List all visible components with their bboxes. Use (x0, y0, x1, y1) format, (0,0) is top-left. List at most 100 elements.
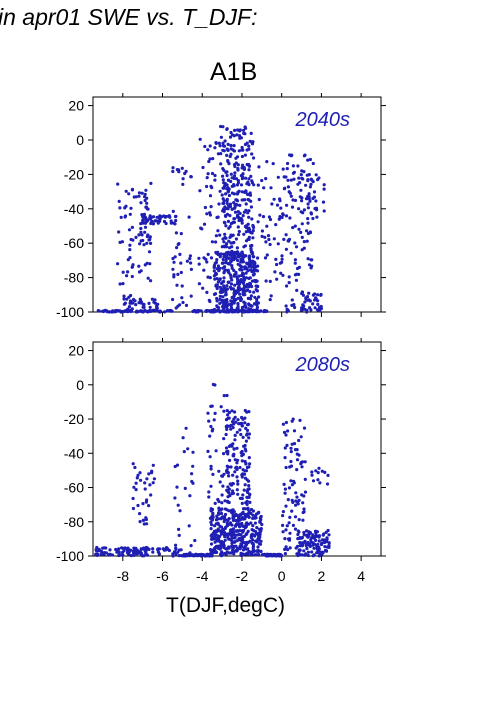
data-point (305, 229, 309, 233)
data-point (234, 420, 238, 424)
data-point (236, 289, 240, 294)
data-point (289, 178, 293, 182)
data-point (242, 524, 246, 529)
data-point (296, 532, 300, 537)
data-point (142, 305, 146, 309)
data-point (214, 240, 218, 244)
data-point (238, 129, 242, 133)
data-point (209, 527, 213, 531)
data-point (306, 196, 310, 200)
data-point (222, 452, 226, 456)
data-point (127, 192, 131, 196)
data-point (130, 187, 135, 191)
data-point (244, 309, 249, 313)
data-point (253, 295, 257, 299)
data-point (239, 513, 243, 517)
data-point (233, 410, 237, 414)
data-point (216, 264, 220, 268)
data-point (241, 435, 245, 439)
data-point (221, 167, 225, 171)
data-point (245, 465, 249, 470)
data-point (225, 464, 229, 468)
data-point (232, 454, 236, 458)
data-point (255, 269, 260, 273)
data-point (236, 458, 240, 462)
data-point (232, 217, 237, 221)
x-tick-label: -2 (236, 568, 249, 584)
data-point (210, 537, 215, 541)
data-point (257, 165, 261, 169)
data-point (245, 226, 249, 230)
data-point (236, 418, 240, 422)
data-point (232, 192, 236, 196)
data-point (224, 446, 229, 450)
data-point (142, 243, 146, 247)
data-point (214, 283, 218, 287)
data-point (310, 470, 314, 474)
data-point (253, 521, 257, 525)
data-point (202, 268, 206, 272)
data-point (218, 480, 222, 484)
data-point (175, 168, 179, 172)
data-point (229, 286, 233, 290)
data-point (121, 270, 125, 274)
data-point (132, 549, 136, 553)
data-point (153, 298, 157, 302)
data-point (232, 298, 236, 303)
data-point (145, 201, 149, 205)
data-point (256, 264, 260, 268)
data-point (227, 193, 231, 198)
data-point (128, 243, 132, 247)
data-point (293, 515, 298, 519)
data-point (142, 302, 146, 307)
data-point (212, 274, 216, 278)
data-point (240, 473, 244, 477)
data-point (284, 304, 288, 308)
data-point (147, 504, 151, 508)
data-point (297, 530, 301, 534)
data-point (210, 518, 214, 522)
data-point (229, 303, 233, 307)
data-point (299, 460, 303, 465)
data-point (245, 192, 250, 196)
data-point (238, 264, 242, 268)
data-point (225, 393, 229, 398)
data-point (214, 271, 218, 275)
data-point (237, 149, 241, 153)
data-point (313, 292, 317, 296)
data-point (238, 134, 242, 138)
data-point (208, 211, 212, 215)
data-point (191, 464, 195, 468)
data-point (275, 277, 279, 281)
data-point (240, 521, 244, 526)
data-point (261, 215, 266, 219)
data-point (235, 306, 239, 310)
data-point (128, 248, 132, 252)
data-point (220, 261, 224, 265)
data-point (219, 405, 223, 409)
data-point (222, 181, 226, 185)
data-point (138, 520, 142, 524)
data-point (114, 547, 118, 552)
y-tick-label: -20 (64, 411, 84, 427)
data-point (131, 462, 135, 466)
data-point (205, 260, 209, 264)
data-point (128, 308, 132, 312)
data-point (216, 229, 220, 233)
data-point (179, 270, 183, 275)
data-point (247, 495, 251, 499)
data-point (257, 542, 262, 546)
data-point (306, 553, 310, 558)
data-point (143, 192, 147, 196)
data-point (102, 309, 106, 313)
data-point (164, 221, 168, 226)
data-point (206, 252, 210, 256)
data-point (208, 299, 212, 304)
data-point (291, 226, 295, 230)
data-point (258, 213, 262, 217)
data-point (323, 545, 327, 549)
data-point (241, 172, 245, 176)
data-point (149, 216, 153, 220)
data-point (300, 222, 304, 226)
data-point (233, 283, 237, 287)
